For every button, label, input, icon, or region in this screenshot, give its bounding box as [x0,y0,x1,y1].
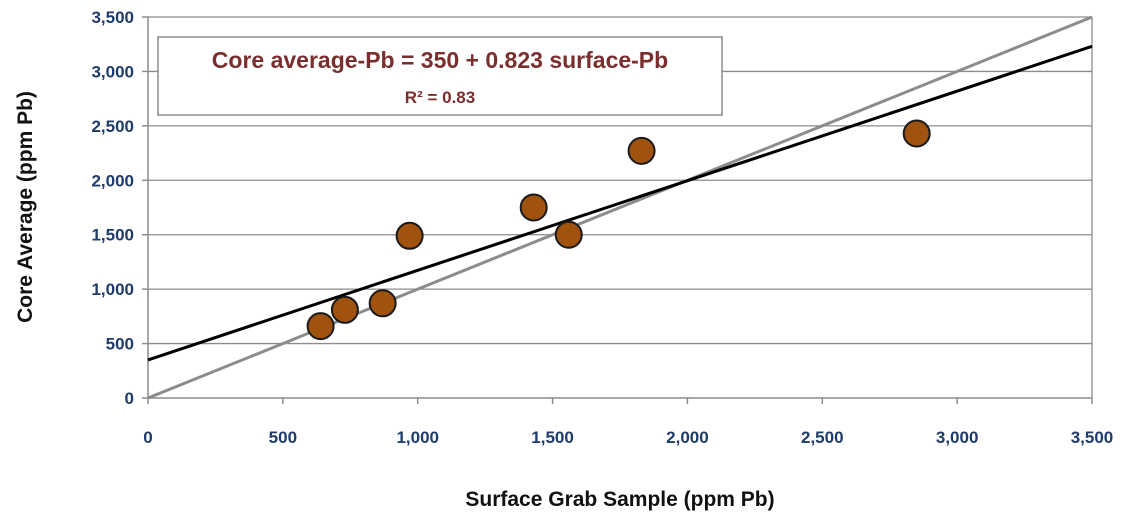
x-tick-label: 1,000 [396,428,439,447]
y-tick-label: 2,000 [91,171,134,190]
ticks-layer: 0 500 1,000 1,500 2,000 2,500 3,000 3,500 0 500 1,… [91,8,1113,447]
equation-box [157,36,723,116]
data-point [627,136,656,165]
r-squared-label: R² = 0.83 [405,88,475,107]
data-point [395,221,424,250]
data-point [368,289,397,318]
y-tick-label: 0 [125,389,134,408]
y-tick-label: 1,500 [91,226,134,245]
y-tick-label: 2,500 [91,117,134,136]
x-tick-label: 1,500 [531,428,574,447]
one-to-one-line [147,15,1093,400]
data-point [330,295,359,324]
x-tick-label: 0 [143,428,152,447]
y-tick-label: 3,500 [91,8,134,27]
data-point [306,312,335,341]
x-tick-label: 2,000 [666,428,709,447]
y-tick-label: 1,000 [91,280,134,299]
x-tick-label: 3,000 [936,428,979,447]
regression-equation: Core average-Pb = 350 + 0.823 surface-Pb [212,47,668,73]
x-tick-label: 3,500 [1071,428,1114,447]
x-axis-title: Surface Grab Sample (ppm Pb) [465,488,774,511]
points-layer [306,119,931,341]
axes-layer [142,16,1093,404]
y-axis-title: Core Average (ppm Pb) [14,91,37,323]
lines-layer [147,15,1093,400]
equation-annotation: Core average-Pb = 350 + 0.823 surface-Pb… [157,36,723,116]
regression-line [147,44,1093,362]
y-tick-label: 3,000 [91,62,134,81]
data-point [554,220,583,249]
x-tick-label: 2,500 [801,428,844,447]
x-tick-label: 500 [269,428,297,447]
y-tick-label: 500 [106,335,134,354]
data-point [519,193,548,222]
data-point [902,119,931,148]
